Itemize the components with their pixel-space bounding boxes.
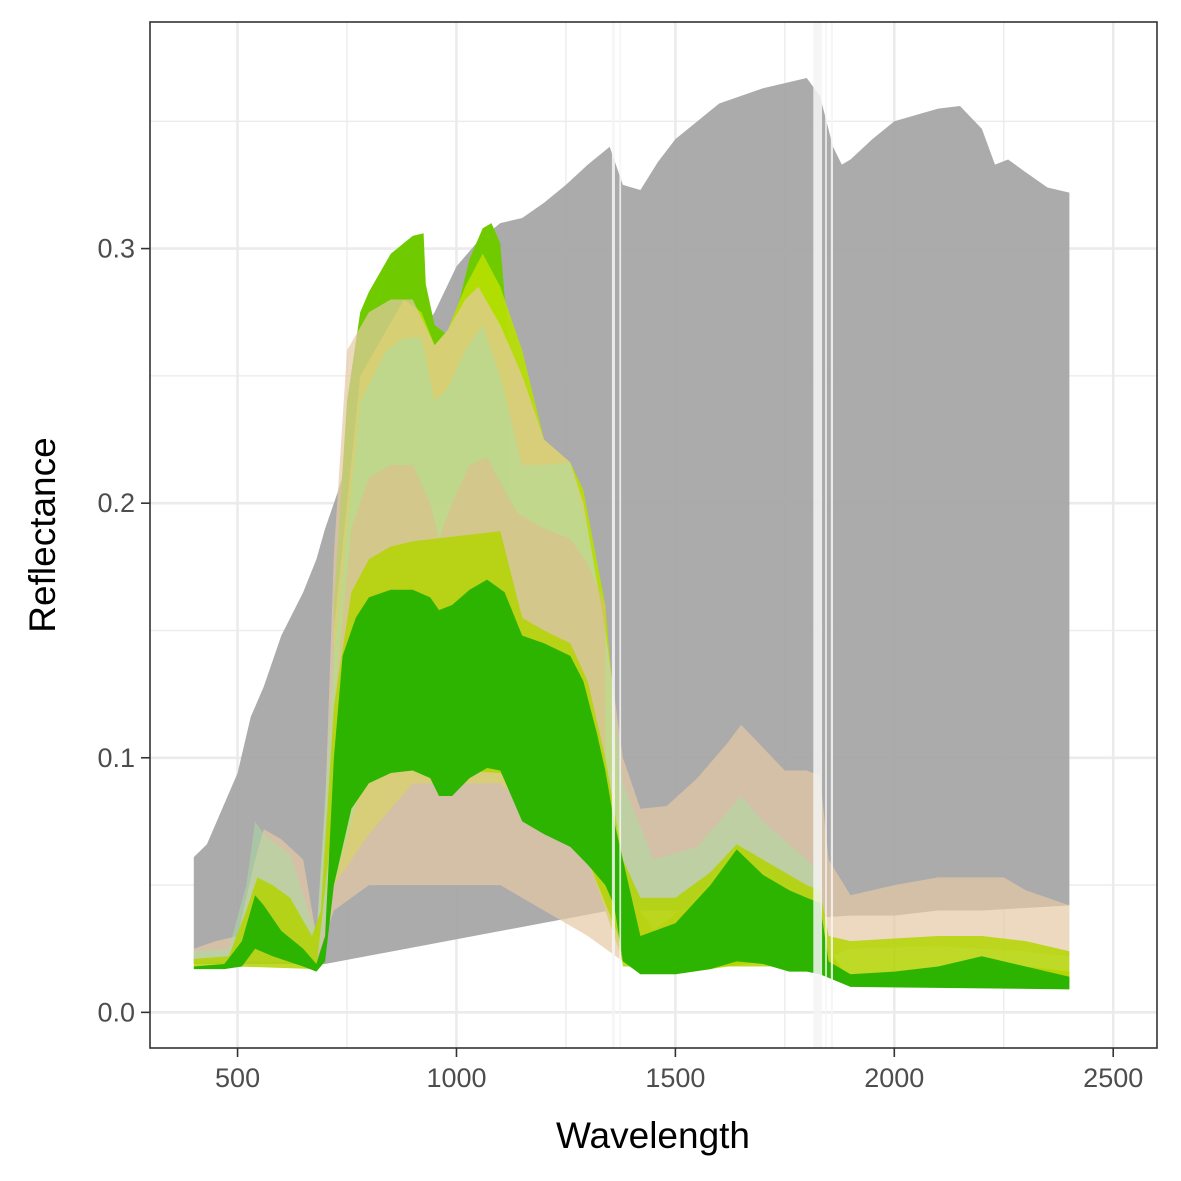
y-tick-label: 0.2 bbox=[97, 488, 135, 518]
x-axis: 500 1000 1500 2000 2500 bbox=[215, 1048, 1143, 1093]
x-tick-label: 1500 bbox=[645, 1063, 705, 1093]
y-axis-title: Reflectance bbox=[22, 437, 63, 632]
absorption-gap-band bbox=[619, 22, 622, 1048]
y-tick-label: 0.0 bbox=[97, 997, 135, 1027]
y-tick-label: 0.3 bbox=[97, 234, 135, 264]
y-axis: 0.0 0.1 0.2 0.3 bbox=[97, 234, 150, 1027]
panel-border bbox=[149, 21, 1158, 1049]
x-tick-label: 500 bbox=[215, 1063, 260, 1093]
series-ribbon-8 bbox=[193, 579, 1070, 990]
x-tick-label: 2500 bbox=[1083, 1063, 1143, 1093]
absorption-gap-band bbox=[813, 22, 823, 1048]
x-tick-label: 2000 bbox=[864, 1063, 924, 1093]
absorption-gap-band bbox=[611, 22, 615, 1048]
x-tick-label: 1000 bbox=[426, 1063, 486, 1093]
absorption-gap-band bbox=[830, 22, 834, 1048]
absorption-gap-band bbox=[825, 22, 827, 1048]
y-tick-label: 0.1 bbox=[97, 743, 135, 773]
series-layer bbox=[193, 22, 1070, 1048]
x-axis-title: Wavelength bbox=[556, 1115, 750, 1156]
